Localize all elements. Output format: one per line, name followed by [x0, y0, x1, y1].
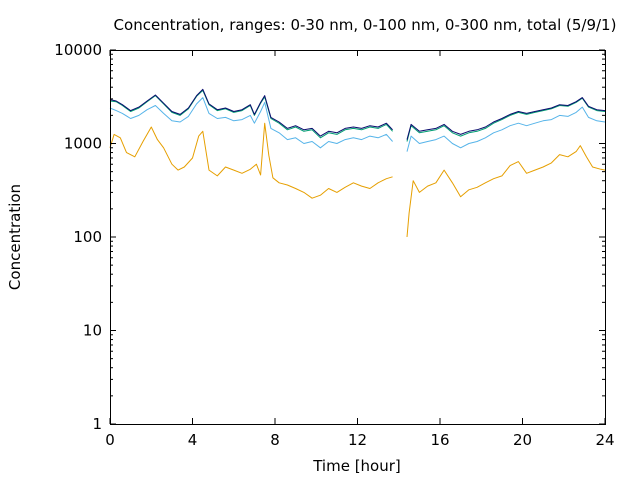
y-tick-label: 1 — [92, 415, 102, 433]
y-tick-label: 100 — [73, 228, 102, 246]
chart-title: Concentration, ranges: 0-30 nm, 0-100 nm… — [114, 16, 617, 34]
x-tick-label: 8 — [270, 431, 280, 449]
y-tick-label: 10 — [83, 322, 102, 340]
x-tick-label: 20 — [513, 431, 532, 449]
series-line-0-30nm — [109, 122, 606, 238]
y-tick-label: 1000 — [64, 135, 102, 153]
series-layer — [109, 88, 606, 238]
x-tick-label: 24 — [595, 431, 614, 449]
y-tick-label: 10000 — [54, 41, 102, 59]
plot-frame — [110, 50, 606, 425]
series-line-0-100nm — [109, 97, 606, 152]
tick-layer: 0 4 8 12 16 20 24 1 10 100 1000 10000 — [54, 41, 614, 449]
y-axis-label: Concentration — [6, 184, 24, 290]
series-line-total — [109, 88, 606, 140]
x-tick-label: 12 — [348, 431, 367, 449]
x-tick-label: 0 — [105, 431, 115, 449]
x-axis-label: Time [hour] — [312, 457, 401, 475]
series-line-0-300nm — [109, 89, 606, 142]
x-tick-label: 4 — [188, 431, 198, 449]
x-tick-label: 16 — [430, 431, 449, 449]
